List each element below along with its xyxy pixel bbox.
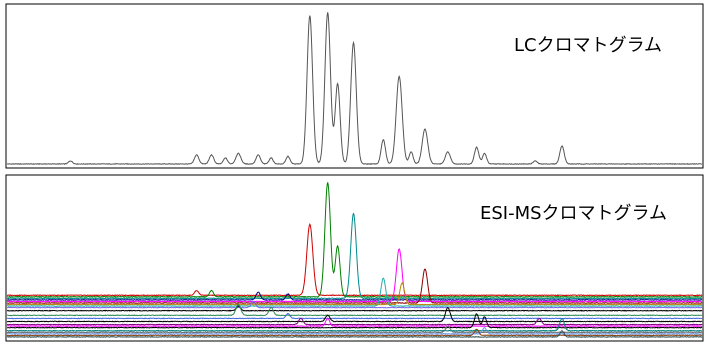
ms-trace-line-8	[6, 277, 703, 308]
lc-traces	[6, 12, 703, 165]
ms-trace-line-19	[7, 327, 703, 335]
ms-panel-frame	[5, 174, 704, 342]
ms-trace-line-20	[6, 328, 703, 337]
ms-trace-line-11	[6, 303, 703, 317]
ms-trace-line-1	[6, 223, 703, 297]
ms-trace-line-3	[6, 212, 703, 300]
ms-trace-line-2	[6, 182, 703, 298]
ms-trace-line-15	[6, 317, 703, 328]
ms-trace-line-4	[6, 291, 703, 301]
ms-trace-line-17	[6, 318, 703, 332]
lc-panel: LCクロマトグラム	[5, 3, 704, 169]
ms-trace-line-13	[6, 306, 703, 323]
ms-trace-line-18	[6, 325, 703, 334]
lc-trace-line	[6, 12, 703, 165]
ms-panel: ESI-MSクロマトグラム	[5, 174, 704, 342]
lc-panel-frame	[5, 3, 704, 169]
ms-trace-line-10	[6, 305, 703, 312]
ms-trace-line-12	[6, 313, 703, 320]
ms-trace-line-6	[6, 268, 703, 305]
lc-title: LCクロマトグラム	[514, 35, 662, 56]
ms-trace-line-9	[6, 300, 703, 309]
ms-trace-line-5	[6, 247, 703, 303]
ms-trace-line-21	[6, 330, 703, 338]
ms-title: ESI-MSクロマトグラム	[480, 203, 667, 224]
ms-traces	[6, 182, 703, 338]
ms-trace-line-7	[6, 282, 703, 306]
ms-trace-line-16	[6, 313, 703, 329]
ms-trace-line-14	[6, 317, 703, 326]
